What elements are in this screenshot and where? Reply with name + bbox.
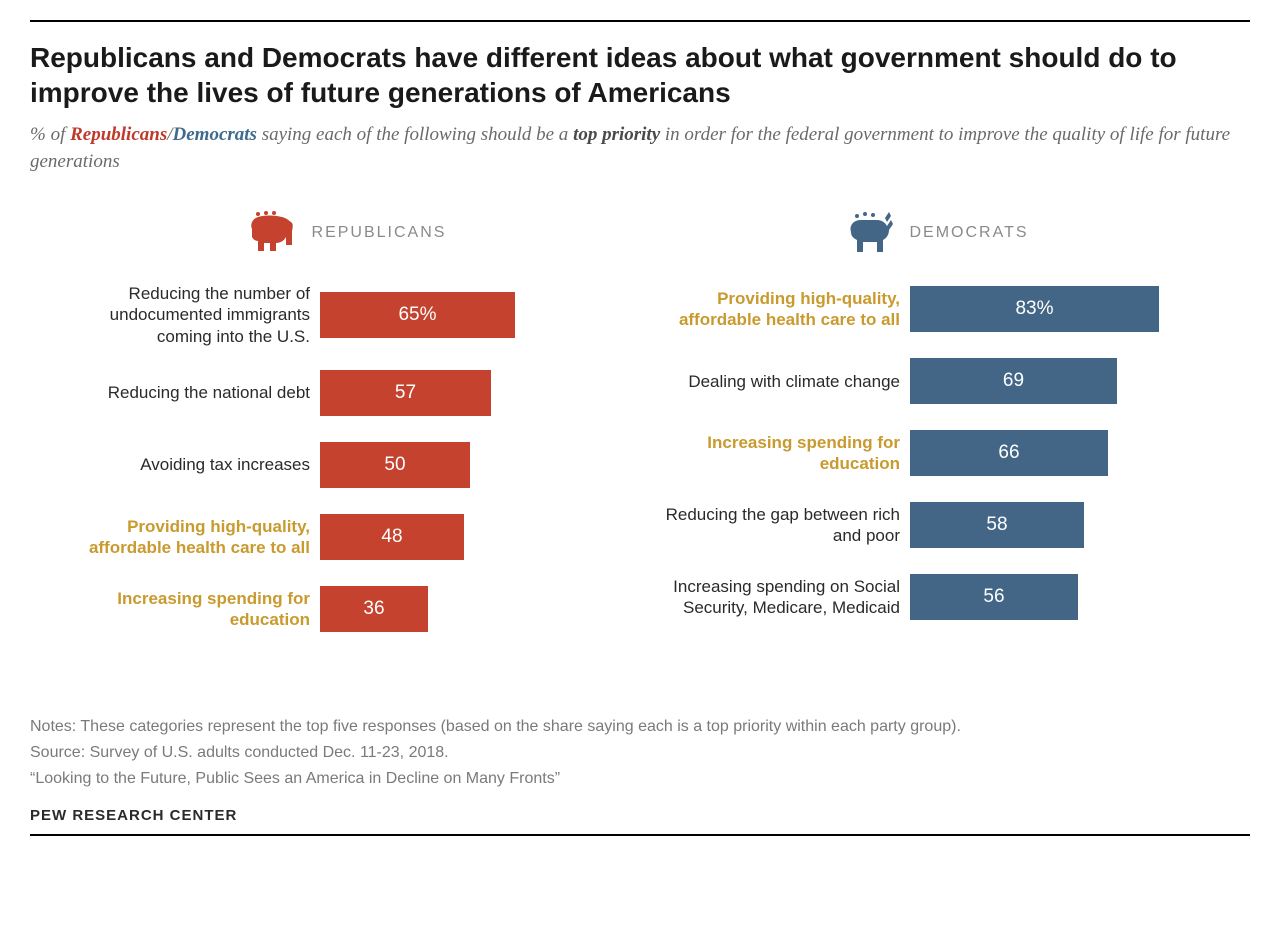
bar-fill: 56 — [910, 574, 1078, 620]
bar-value: 66 — [998, 442, 1019, 464]
column-header-republicans: REPUBLICANS — [70, 205, 620, 261]
party-label-republicans: REPUBLICANS — [312, 224, 447, 242]
bottom-rule — [30, 834, 1250, 836]
bar-fill: 69 — [910, 358, 1117, 404]
bar-value: 50 — [384, 454, 405, 476]
bar-value: 57 — [395, 382, 416, 404]
bar-row: Increasing spending for education 36 — [70, 583, 620, 635]
chart-title: Republicans and Democrats have different… — [30, 40, 1250, 110]
bar-label: Reducing the number of undocumented immi… — [70, 283, 320, 347]
bar-fill: 50 — [320, 442, 470, 488]
bar-track: 48 — [320, 514, 620, 560]
bar-fill: 36 — [320, 586, 428, 632]
chart-column-democrats: DEMOCRATS Providing high-quality, afforda… — [660, 205, 1210, 655]
bar-row: Dealing with climate change 69 — [660, 355, 1210, 407]
column-header-democrats: DEMOCRATS — [660, 205, 1210, 261]
attribution: PEW RESEARCH CENTER — [30, 807, 1250, 824]
bar-value: 56 — [983, 586, 1004, 608]
bar-value: 48 — [381, 526, 402, 548]
bar-row: Providing high-quality, affordable healt… — [660, 283, 1210, 335]
bar-track: 56 — [910, 574, 1210, 620]
bar-track: 65% — [320, 292, 620, 338]
bar-value: 36 — [363, 598, 384, 620]
subtitle-prefix: % of — [30, 124, 70, 145]
bar-row: Reducing the national debt 57 — [70, 367, 620, 419]
bar-track: 50 — [320, 442, 620, 488]
chart-subtitle: % of Republicans/Democrats saying each o… — [30, 122, 1250, 175]
bar-track: 83% — [910, 286, 1210, 332]
bar-track: 57 — [320, 370, 620, 416]
bar-fill: 58 — [910, 502, 1084, 548]
bar-track: 66 — [910, 430, 1210, 476]
bar-row: Reducing the gap between rich and poor 58 — [660, 499, 1210, 551]
footer-notes: Notes: These categories represent the to… — [30, 715, 1250, 791]
elephant-icon — [244, 211, 298, 255]
bar-rows-republicans: Reducing the number of undocumented immi… — [70, 283, 620, 635]
bar-row: Increasing spending for education 66 — [660, 427, 1210, 479]
top-rule — [30, 20, 1250, 22]
bar-row: Reducing the number of undocumented immi… — [70, 283, 620, 347]
bar-track: 36 — [320, 586, 620, 632]
bar-label: Increasing spending for education — [660, 432, 910, 475]
bar-fill: 57 — [320, 370, 491, 416]
bar-label: Increasing spending for education — [70, 588, 320, 631]
charts-area: REPUBLICANS Reducing the number of undocu… — [30, 205, 1250, 655]
bar-row: Providing high-quality, affordable healt… — [70, 511, 620, 563]
bar-row: Avoiding tax increases 50 — [70, 439, 620, 491]
chart-column-republicans: REPUBLICANS Reducing the number of undocu… — [70, 205, 620, 655]
footer-source-line: Source: Survey of U.S. adults conducted … — [30, 741, 1250, 765]
chart-container: Republicans and Democrats have different… — [0, 0, 1280, 856]
bar-rows-democrats: Providing high-quality, affordable healt… — [660, 283, 1210, 623]
subtitle-mid: saying each of the following should be a — [257, 124, 573, 145]
subtitle-top-priority: top priority — [573, 124, 660, 145]
bar-fill: 83% — [910, 286, 1159, 332]
party-label-democrats: DEMOCRATS — [909, 224, 1028, 242]
bar-label: Reducing the national debt — [70, 382, 320, 403]
bar-value: 69 — [1003, 370, 1024, 392]
bar-label: Providing high-quality, affordable healt… — [70, 516, 320, 559]
bar-track: 58 — [910, 502, 1210, 548]
bar-label: Avoiding tax increases — [70, 454, 320, 475]
bar-fill: 48 — [320, 514, 464, 560]
bar-row: Increasing spending on Social Security, … — [660, 571, 1210, 623]
bar-track: 69 — [910, 358, 1210, 404]
bar-label: Providing high-quality, affordable healt… — [660, 288, 910, 331]
subtitle-democrats: Democrats — [173, 124, 257, 145]
bar-value: 83% — [1015, 298, 1053, 320]
bar-fill: 65% — [320, 292, 515, 338]
subtitle-republicans: Republicans — [70, 124, 167, 145]
bar-label: Dealing with climate change — [660, 371, 910, 392]
bar-label: Increasing spending on Social Security, … — [660, 576, 910, 619]
bar-value: 65% — [398, 304, 436, 326]
bar-value: 58 — [986, 514, 1007, 536]
donkey-icon — [841, 210, 895, 256]
bar-fill: 66 — [910, 430, 1108, 476]
bar-label: Reducing the gap between rich and poor — [660, 504, 910, 547]
footer-notes-line: Notes: These categories represent the to… — [30, 715, 1250, 739]
footer-report-line: “Looking to the Future, Public Sees an A… — [30, 767, 1250, 791]
